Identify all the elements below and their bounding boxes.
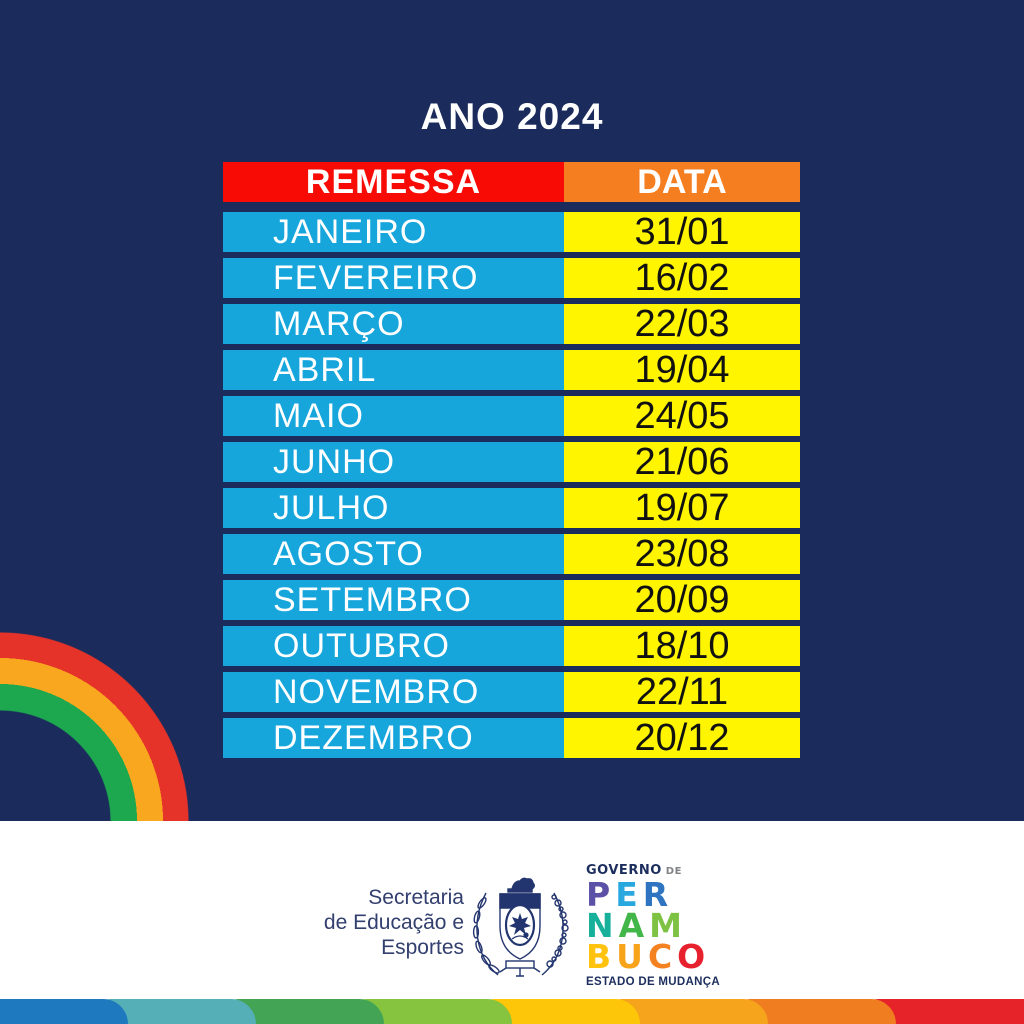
date-cell: 20/09	[564, 579, 800, 621]
month-cell: FEVEREIRO	[223, 258, 564, 298]
bottom-color-stripe	[0, 999, 1024, 1024]
logo-letter: U	[616, 937, 648, 976]
logo-word-line: PER	[586, 878, 720, 911]
footer: Secretaria de Educação e Esportes	[0, 821, 1024, 1024]
date-cell: 24/05	[564, 395, 800, 437]
logo-letter: A	[618, 906, 650, 945]
date-cell: 23/08	[564, 533, 800, 575]
page-title: ANO 2024	[420, 96, 604, 137]
table-row: JUNHO 21/06	[223, 441, 800, 483]
logo-tagline: ESTADO DE MUDANÇA	[586, 976, 720, 988]
org-name: Secretaria de Educação e Esportes	[324, 885, 464, 960]
month-cell: ABRIL	[223, 350, 564, 390]
logo-letter: O	[677, 937, 711, 976]
logo-letter: P	[586, 875, 616, 914]
governo-pernambuco-logo: GOVERNO DE PER NAM BUCO ESTADO DE MUDANÇA	[586, 863, 720, 988]
stripe-segment	[0, 999, 128, 1024]
table-row: ABRIL 19/04	[223, 349, 800, 391]
logo-word-line: BUCO	[586, 940, 720, 973]
month-cell: OUTUBRO	[223, 626, 564, 666]
table-row: NOVEMBRO 22/11	[223, 671, 800, 713]
logo-word-line: NAM	[586, 909, 720, 942]
column-header-remessa: REMESSA	[223, 162, 564, 202]
table-row: JANEIRO 31/01	[223, 211, 800, 253]
table-row: DEZEMBRO 20/12	[223, 717, 800, 759]
month-cell: AGOSTO	[223, 534, 564, 574]
month-cell: MARÇO	[223, 304, 564, 344]
logo-letter: B	[586, 937, 617, 976]
date-cell: 18/10	[564, 625, 800, 667]
logo-letter: E	[615, 875, 643, 914]
table-body: JANEIRO 31/01 FEVEREIRO 16/02 MARÇO 22/03 ABRI…	[223, 211, 800, 759]
date-cell: 20/12	[564, 717, 800, 759]
logo-letter: N	[586, 906, 619, 945]
rainbow-arc-decoration	[0, 632, 189, 821]
table-row: MAIO 24/05	[223, 395, 800, 437]
month-cell: JANEIRO	[223, 212, 564, 252]
table-row: OUTUBRO 18/10	[223, 625, 800, 667]
logo-word-governo: GOVERNO	[586, 863, 662, 878]
logo-pernambuco-wordmark: PER NAM BUCO	[586, 878, 720, 973]
table-row: JULHO 19/07	[223, 487, 800, 529]
month-cell: SETEMBRO	[223, 580, 564, 620]
calendar-panel: ANO 2024 REMESSA DATA JANEIRO 31/01 FEVERE…	[0, 0, 1024, 821]
logo-letter: M	[649, 906, 688, 945]
logo-word-de: DE	[665, 866, 682, 877]
date-cell: 19/07	[564, 487, 800, 529]
month-cell: JULHO	[223, 488, 564, 528]
table-row: AGOSTO 23/08	[223, 533, 800, 575]
month-cell: NOVEMBRO	[223, 672, 564, 712]
date-cell: 21/06	[564, 441, 800, 483]
table-header-row: REMESSA DATA	[223, 162, 800, 202]
month-cell: DEZEMBRO	[223, 718, 564, 758]
logo-letter: R	[642, 875, 674, 914]
logo-letter: C	[647, 937, 678, 976]
date-cell: 19/04	[564, 349, 800, 391]
column-header-data: DATA	[564, 162, 800, 202]
date-cell: 31/01	[564, 211, 800, 253]
remessa-table: REMESSA DATA JANEIRO 31/01 FEVEREIRO 16/02 M…	[223, 162, 800, 764]
org-line-3: Esportes	[381, 936, 464, 959]
org-line-2: de Educação e	[323, 911, 464, 934]
date-cell: 22/03	[564, 303, 800, 345]
date-cell: 16/02	[564, 257, 800, 299]
logo-governo-de: GOVERNO DE	[586, 863, 720, 878]
table-row: SETEMBRO 20/09	[223, 579, 800, 621]
org-line-1: Secretaria	[368, 886, 464, 909]
month-cell: MAIO	[223, 396, 564, 436]
month-cell: JUNHO	[223, 442, 564, 482]
date-cell: 22/11	[564, 671, 800, 713]
table-row: MARÇO 22/03	[223, 303, 800, 345]
pernambuco-coat-of-arms-icon	[472, 877, 569, 977]
table-row: FEVEREIRO 16/02	[223, 257, 800, 299]
